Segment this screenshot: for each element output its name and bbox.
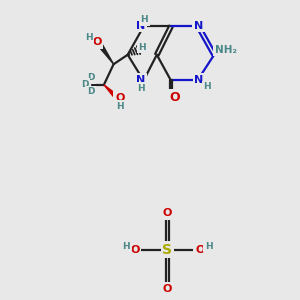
Text: N: N [136, 75, 146, 85]
Text: N: N [194, 75, 204, 85]
Text: H: H [205, 242, 212, 250]
Text: O: O [163, 208, 172, 218]
Polygon shape [97, 41, 114, 64]
Text: H: H [138, 43, 146, 52]
Text: S: S [162, 242, 172, 256]
Text: D: D [87, 87, 94, 96]
Text: O: O [130, 244, 140, 254]
Text: O: O [163, 284, 172, 294]
Text: H: H [116, 102, 124, 111]
Text: H: H [140, 15, 148, 24]
Text: O: O [195, 244, 204, 254]
Text: O: O [92, 37, 102, 47]
Polygon shape [104, 85, 120, 100]
Text: O: O [115, 93, 124, 103]
Text: H: H [122, 242, 130, 250]
Text: N: N [136, 21, 146, 31]
Text: H: H [203, 82, 211, 91]
Text: D: D [87, 74, 94, 82]
Text: D: D [81, 80, 88, 88]
Text: H: H [137, 83, 145, 92]
Text: NH₂: NH₂ [215, 45, 237, 55]
Text: O: O [170, 91, 180, 104]
Text: H: H [85, 33, 93, 42]
Text: N: N [194, 21, 203, 31]
